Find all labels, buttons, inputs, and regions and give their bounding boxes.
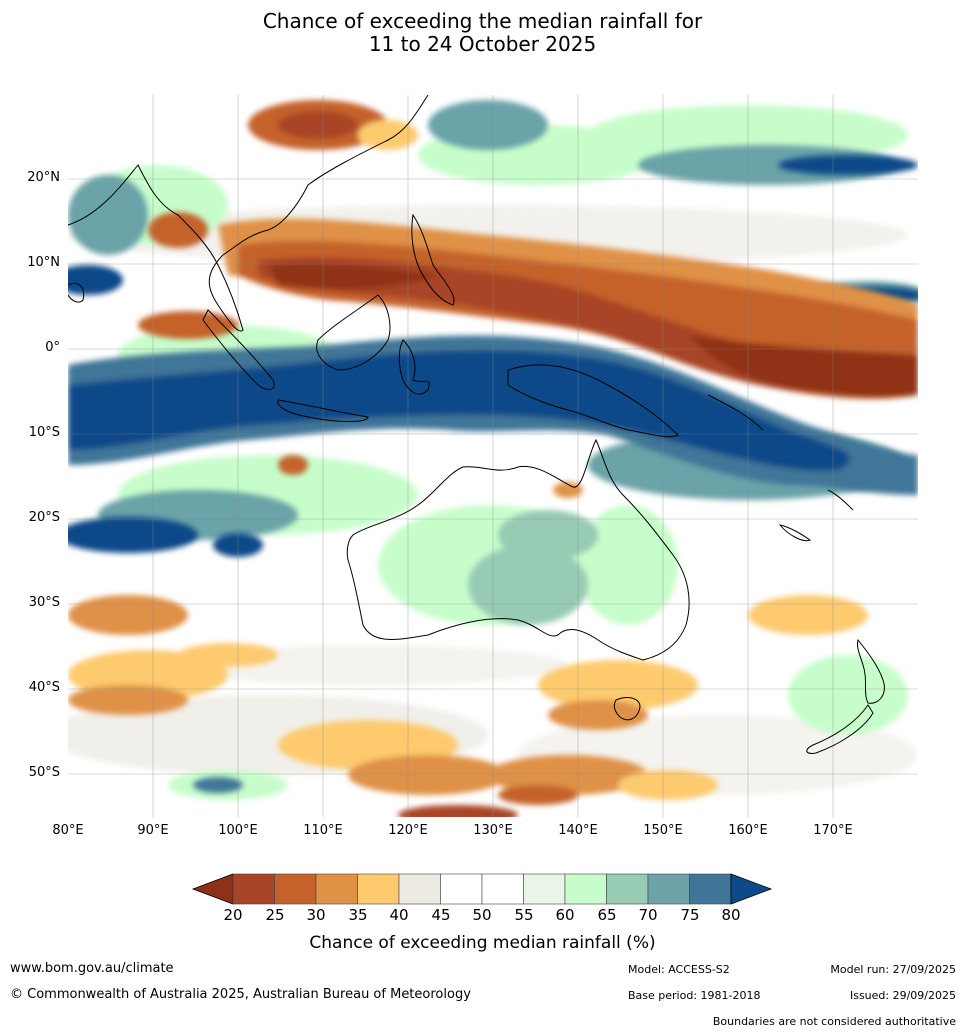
map-title: Chance of exceeding the median rainfall … xyxy=(0,10,965,56)
footer-website: www.bom.gov.au/climate xyxy=(10,961,174,976)
colorbar xyxy=(191,873,773,905)
colorbar-swatch xyxy=(564,873,607,905)
colorbar-tick-45: 45 xyxy=(431,906,451,924)
new-zealand-south-coast xyxy=(806,704,874,754)
lat-label-0: 0° xyxy=(45,340,60,355)
colorbar-swatch xyxy=(481,873,524,905)
lon-label-80e: 80°E xyxy=(52,823,84,838)
footer-base-period: Base period: 1981-2018 xyxy=(628,989,761,1002)
coastlines xyxy=(68,95,885,754)
graticule xyxy=(68,95,918,817)
colorbar-tick-25: 25 xyxy=(265,906,285,924)
rainfall-probability-map xyxy=(68,95,918,817)
vanuatu-coast xyxy=(778,524,812,542)
mainland-asia-coast xyxy=(68,95,429,332)
colorbar-over-arrow xyxy=(730,873,773,905)
lat-label-20n: 20°N xyxy=(27,170,60,185)
colorbar-tick-65: 65 xyxy=(597,906,617,924)
colorbar-title: Chance of exceeding median rainfall (%) xyxy=(309,933,656,953)
lon-label-140e: 140°E xyxy=(558,823,598,838)
colorbar-swatch xyxy=(689,873,732,905)
footer-copyright: © Commonwealth of Australia 2025, Austra… xyxy=(10,987,471,1002)
colorbar-tick-75: 75 xyxy=(680,906,700,924)
colorbar-tick-20: 20 xyxy=(223,906,243,924)
new-caledonia-coast xyxy=(827,489,854,511)
colorbar-tick-35: 35 xyxy=(348,906,368,924)
colorbar-swatch xyxy=(398,873,441,905)
borneo-coast xyxy=(316,294,391,371)
lat-label-40s: 40°S xyxy=(28,680,60,695)
footer-issued: Issued: 29/09/2025 xyxy=(849,989,956,1002)
lon-label-110e: 110°E xyxy=(303,823,343,838)
title-line-2: 11 to 24 October 2025 xyxy=(368,32,597,56)
colorbar-swatch xyxy=(606,873,649,905)
lat-label-50s: 50°S xyxy=(28,765,60,780)
lon-label-160e: 160°E xyxy=(728,823,768,838)
java-coast xyxy=(277,399,369,422)
australia-coast xyxy=(346,438,690,661)
colorbar-tick-60: 60 xyxy=(555,906,575,924)
colorbar-swatch xyxy=(232,873,275,905)
lon-label-120e: 120°E xyxy=(388,823,428,838)
lon-label-100e: 100°E xyxy=(218,823,258,838)
sulawesi-coast xyxy=(398,339,430,395)
new-guinea-coast xyxy=(507,364,679,438)
colorbar-swatch xyxy=(315,873,358,905)
colorbar-swatch xyxy=(647,873,690,905)
footer-model-run: Model run: 27/09/2025 xyxy=(830,963,956,976)
solomon-islands-coast xyxy=(707,394,764,431)
footer-model: Model: ACCESS-S2 xyxy=(628,963,730,976)
colorbar-tick-80: 80 xyxy=(721,906,741,924)
colorbar-tick-70: 70 xyxy=(638,906,658,924)
lon-label-150e: 150°E xyxy=(643,823,683,838)
lat-label-20s: 20°S xyxy=(28,510,60,525)
sumatra-coast xyxy=(202,309,275,391)
lon-label-130e: 130°E xyxy=(473,823,513,838)
colorbar-swatch xyxy=(274,873,317,905)
colorbar-swatch xyxy=(440,873,483,905)
lat-label-10s: 10°S xyxy=(28,425,60,440)
lat-label-10n: 10°N xyxy=(27,255,60,270)
colorbar-tick-50: 50 xyxy=(472,906,492,924)
sri-lanka-coast xyxy=(68,282,85,303)
colorbar-tick-40: 40 xyxy=(389,906,409,924)
new-zealand-north-coast xyxy=(857,638,885,704)
tasmania-coast xyxy=(613,697,641,721)
colorbar-swatch xyxy=(523,873,566,905)
colorbar-swatch xyxy=(357,873,400,905)
colorbar-tick-30: 30 xyxy=(306,906,326,924)
colorbar-tick-55: 55 xyxy=(514,906,534,924)
title-line-1: Chance of exceeding the median rainfall … xyxy=(262,9,703,33)
philippines-coast xyxy=(411,213,455,306)
colorbar-under-arrow xyxy=(191,873,234,905)
lat-label-30s: 30°S xyxy=(28,595,60,610)
lon-label-170e: 170°E xyxy=(813,823,853,838)
footer-disclaimer: Boundaries are not considered authoritat… xyxy=(712,1015,956,1028)
lon-label-90e: 90°E xyxy=(137,823,169,838)
